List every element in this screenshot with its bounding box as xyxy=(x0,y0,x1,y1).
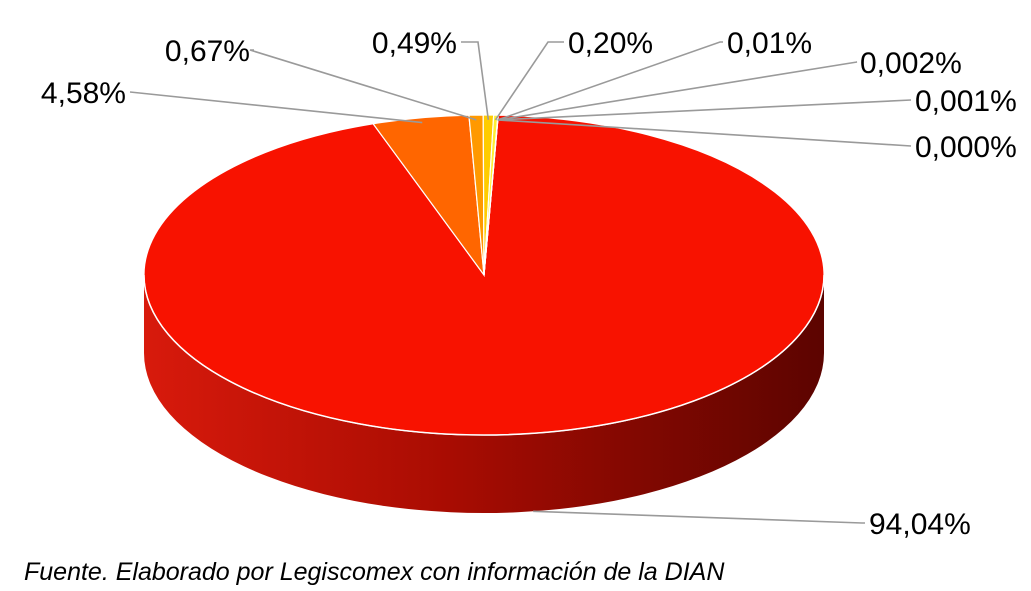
source-note: Fuente. Elaborado por Legiscomex con inf… xyxy=(24,558,725,586)
data-label: 0,000% xyxy=(915,131,1017,164)
pie-rim xyxy=(143,274,825,436)
data-label: 94,04% xyxy=(869,508,971,541)
data-label: 4,58% xyxy=(41,77,126,110)
leader-line xyxy=(497,99,912,121)
data-label: 0,002% xyxy=(860,47,962,80)
leader-line xyxy=(249,49,477,121)
pie-slice-layer xyxy=(143,114,825,436)
leader-line xyxy=(497,41,723,121)
pie-side-layer xyxy=(144,275,824,513)
leader-line xyxy=(497,119,912,147)
label-layer: 94,04% 4,58% 0,67% 0,49% 0,20% 0,01% 0,002% 0,0… xyxy=(41,27,1017,541)
leader-line xyxy=(494,41,564,121)
data-label: 0,01% xyxy=(727,27,812,60)
leader-line xyxy=(461,41,490,120)
leader-line xyxy=(533,510,865,524)
leader-line xyxy=(129,91,423,124)
data-label: 0,49% xyxy=(372,27,457,60)
data-label: 0,001% xyxy=(915,85,1017,118)
leader-line xyxy=(497,61,858,121)
data-label: 0,67% xyxy=(165,35,250,68)
pie-side xyxy=(144,275,824,513)
data-label: 0,20% xyxy=(568,27,653,60)
leader-line-layer xyxy=(129,41,912,524)
